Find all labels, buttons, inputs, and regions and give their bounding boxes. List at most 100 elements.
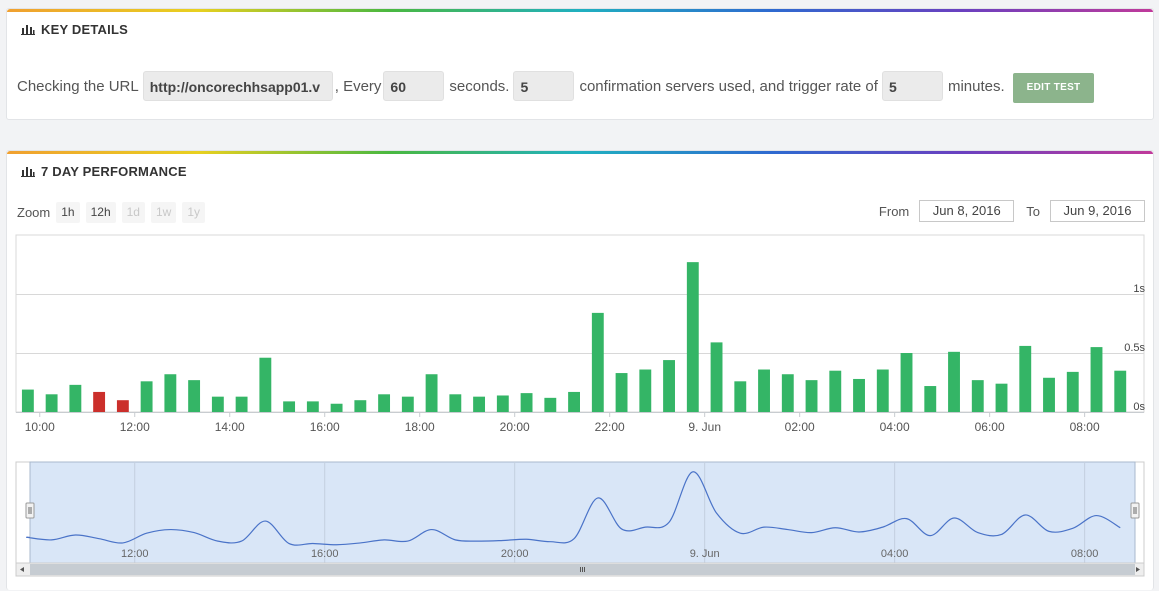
bar-chart-icon [21,25,35,35]
chart-bar[interactable] [568,391,580,412]
chart-bar[interactable] [283,401,296,412]
chart-bar[interactable] [805,380,818,412]
x-tick-label: 9. Jun [688,420,721,434]
chart-bar[interactable] [591,312,604,412]
text-minutes: minutes. [947,77,1005,95]
navigator-tick-label: 08:00 [1071,548,1099,560]
x-tick-label: 04:00 [880,420,910,434]
key-details-title: KEY DETAILS [41,22,128,37]
rainbow-stripe [7,9,1153,12]
chart-bar[interactable] [1114,370,1127,412]
chart-bar[interactable] [259,357,272,412]
chart-bar[interactable] [663,360,675,412]
navigator-handle[interactable] [1130,502,1140,519]
scroll-left-icon[interactable] [20,567,24,572]
chart-bar[interactable] [520,393,533,412]
chart-bar[interactable] [853,378,865,412]
chart-bar[interactable] [876,369,889,412]
chart-bar[interactable] [21,389,34,412]
x-tick-label: 18:00 [405,420,435,434]
text-checking: Checking the URL [17,77,139,95]
rainbow-stripe [7,151,1153,154]
to-date-input[interactable]: Jun 9, 2016 [1050,200,1145,222]
chart-bar[interactable] [330,403,343,412]
chart-bar[interactable] [686,262,699,412]
chart-bar[interactable] [378,394,391,412]
scroll-right-icon[interactable] [1136,567,1140,572]
servers-field[interactable]: 5 [513,71,575,101]
chart-bar[interactable] [544,397,557,412]
chart-bar[interactable] [116,400,129,412]
chart-bar[interactable] [948,351,960,412]
y-tick-label: 1s [1133,283,1145,295]
interval-field[interactable]: 60 [383,71,445,101]
chart-bar[interactable] [1066,371,1079,412]
from-label: From [878,203,910,219]
chart-bar[interactable] [140,381,153,412]
performance-panel: 7 DAY PERFORMANCE Zoom 1h 12h 1d 1w 1y F… [6,150,1154,590]
navigator-tick-label: 20:00 [501,548,529,560]
chart-bar[interactable] [734,381,747,412]
chart-bar[interactable] [615,373,628,412]
x-tick-label: 08:00 [1070,420,1100,434]
bar-chart-icon [21,167,35,177]
chart-bar[interactable] [45,394,58,412]
navigator-tick-label: 04:00 [881,548,909,560]
chart-bar[interactable] [971,380,984,412]
y-tick-label: 0s [1133,401,1145,413]
zoom-1y-button: 1y [182,202,206,223]
chart-bar[interactable] [235,396,248,412]
navigator-selection[interactable] [29,461,1136,564]
chart-bar[interactable] [1019,345,1032,412]
date-range: From Jun 8, 2016 To Jun 9, 2016 [879,200,1145,222]
performance-chart: 0s 0.5s 1s 10:00 12:00 14:00 16:00 18:00 20:00 2… [15,234,1145,577]
chart-bar[interactable] [449,394,462,412]
chart-bar[interactable] [211,396,224,412]
chart-bar[interactable] [496,395,509,412]
chart-bar[interactable] [1043,377,1055,412]
zoom-1h-button[interactable]: 1h [56,202,80,223]
chart-bar[interactable] [829,370,842,412]
chart-bar[interactable] [995,383,1008,412]
from-date-input[interactable]: Jun 8, 2016 [919,200,1015,222]
navigator-tick-label: 12:00 [121,548,149,560]
zoom-1w-button: 1w [150,202,177,223]
chart-bar[interactable] [900,353,913,412]
performance-title: 7 DAY PERFORMANCE [41,164,187,179]
key-details-header: KEY DETAILS [21,22,128,37]
chart-bar[interactable] [473,396,486,412]
chart-bar[interactable] [93,391,106,412]
zoom-12h-button[interactable]: 12h [85,202,116,223]
navigator-tick-label: 16:00 [311,548,339,560]
x-tick-label: 22:00 [595,420,625,434]
zoom-selector: Zoom 1h 12h 1d 1w 1y [17,202,206,223]
chart-bar[interactable] [758,369,770,412]
chart-bar[interactable] [188,380,201,412]
chart-bar[interactable] [639,369,652,412]
chart-bar[interactable] [1090,347,1103,412]
zoom-1d-button: 1d [121,202,145,223]
y-tick-label: 0.5s [1124,342,1145,354]
trigger-rate-field[interactable]: 5 [881,71,943,101]
text-servers: confirmation servers used, and trigger r… [579,77,878,95]
zoom-label: Zoom [17,205,51,220]
chart-bar[interactable] [781,374,794,412]
x-tick-label: 12:00 [120,420,150,434]
chart-bar[interactable] [425,374,438,412]
x-tick-label: 20:00 [500,420,530,434]
chart-bar[interactable] [69,384,82,412]
chart-bar[interactable] [306,401,319,412]
x-tick-label: 10:00 [25,420,55,434]
url-field[interactable]: http://oncorechhsapp01.v [142,71,333,101]
to-label: To [1026,203,1040,219]
chart-bar[interactable] [710,342,723,412]
key-details-panel: KEY DETAILS Checking the URL http://onco… [6,8,1154,120]
chart-bar[interactable] [924,386,937,412]
edit-test-button[interactable]: EDIT TEST [1012,73,1095,103]
x-tick-label: 06:00 [975,420,1005,434]
navigator-handle[interactable] [25,502,35,519]
chart-bar[interactable] [401,396,414,412]
chart-bar[interactable] [354,400,367,412]
navigator-tick-label: 9. Jun [690,548,720,560]
chart-bar[interactable] [164,374,177,412]
